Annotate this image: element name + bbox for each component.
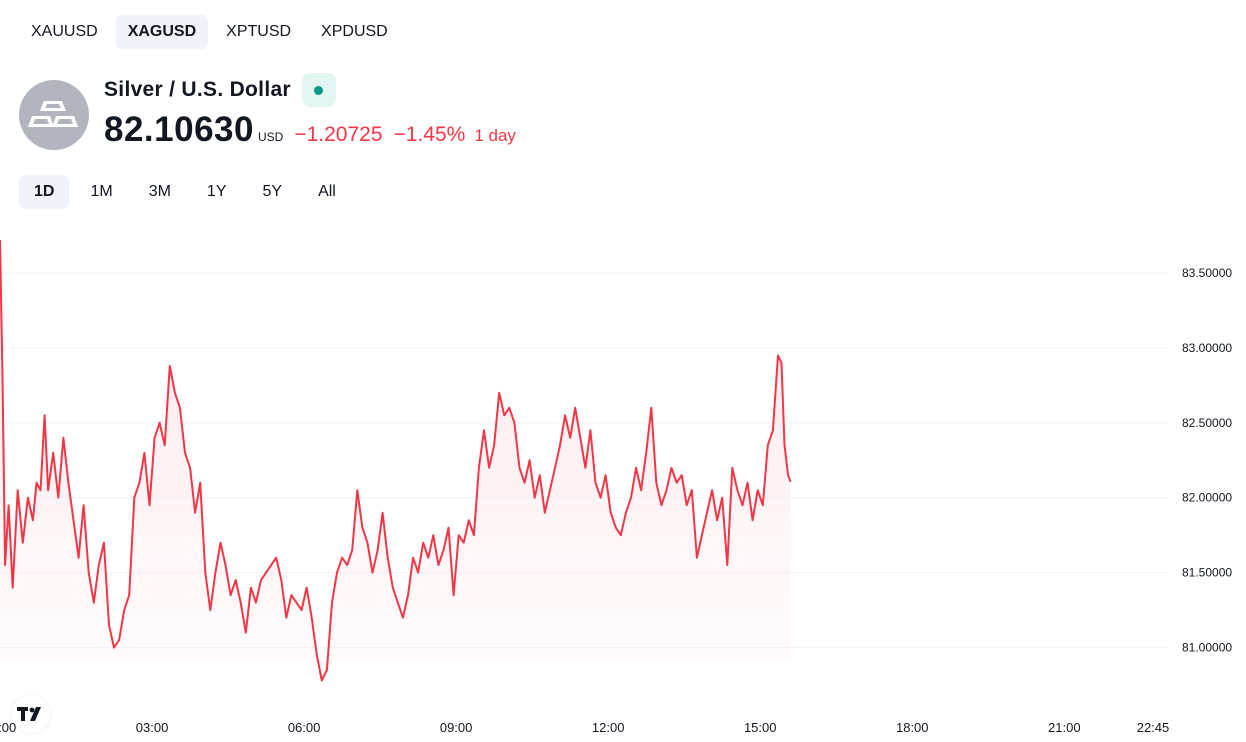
range-tab-1y[interactable]: 1Y bbox=[206, 183, 227, 200]
symbol-tab-xptusd[interactable]: XPTUSD bbox=[226, 23, 292, 40]
price-row: 82.10630 USD −1.20725 −1.45% 1 day bbox=[104, 110, 516, 150]
x-tick-label: 15:00 bbox=[744, 720, 777, 735]
range-tab-5y[interactable]: 5Y bbox=[262, 183, 283, 200]
symbol-tab-xauusd[interactable]: XAUUSD bbox=[31, 23, 98, 40]
x-tick-label: 03:00 bbox=[136, 720, 169, 735]
price-line bbox=[0, 239, 792, 682]
x-tick-label: 21:00 bbox=[1048, 720, 1081, 735]
x-tick-label: 00:00 bbox=[0, 720, 16, 735]
y-tick-label: 82.00000 bbox=[1182, 491, 1232, 505]
market-status-badge[interactable] bbox=[301, 73, 336, 107]
y-tick-label: 81.00000 bbox=[1182, 641, 1232, 655]
y-tick-label: 82.50000 bbox=[1182, 416, 1232, 430]
x-tick-label: 09:00 bbox=[440, 720, 473, 735]
y-tick-label: 83.00000 bbox=[1182, 341, 1232, 355]
range-tabs: 1D 1M 3M 1Y 5Y All bbox=[19, 175, 351, 209]
title-block: Silver / U.S. Dollar 82.10630 USD −1.207… bbox=[104, 73, 516, 150]
y-tick-label: 83.50000 bbox=[1182, 266, 1232, 280]
price-currency: USD bbox=[257, 130, 284, 144]
y-axis: 83.50000 83.00000 82.50000 82.00000 81.50000… bbox=[1182, 266, 1232, 655]
range-tab-1d[interactable]: 1D bbox=[19, 175, 70, 209]
price-change-percent: −1.45% bbox=[393, 123, 466, 146]
range-tab-all[interactable]: All bbox=[318, 183, 336, 200]
y-tick-label: 81.50000 bbox=[1182, 566, 1232, 580]
range-tab-1m[interactable]: 1M bbox=[90, 183, 113, 200]
x-axis: 00:00 03:00 06:00 09:00 12:00 15:00 18:00 21:00… bbox=[0, 720, 1169, 735]
price-change: −1.20725 bbox=[294, 123, 383, 146]
range-tab-3m[interactable]: 3M bbox=[148, 183, 171, 200]
symbol-tab-xagusd[interactable]: XAGUSD bbox=[115, 15, 209, 49]
symbol-header: Silver / U.S. Dollar 82.10630 USD −1.207… bbox=[19, 73, 516, 150]
x-tick-label: 06:00 bbox=[288, 720, 321, 735]
tradingview-logo-icon[interactable] bbox=[12, 695, 50, 733]
x-tick-label: 22:45 bbox=[1137, 720, 1170, 735]
market-open-dot-icon bbox=[314, 85, 324, 95]
x-tick-label: 18:00 bbox=[896, 720, 929, 735]
last-price: 82.10630 bbox=[104, 110, 254, 149]
symbol-tabs: XAUUSD XAGUSD XPTUSD XPDUSD bbox=[19, 15, 400, 49]
x-tick-label: 12:00 bbox=[592, 720, 625, 735]
price-area-fill bbox=[0, 240, 791, 681]
silver-bars-icon bbox=[19, 80, 89, 150]
change-period: 1 day bbox=[474, 126, 516, 145]
symbol-tab-xpdusd[interactable]: XPDUSD bbox=[321, 23, 388, 40]
price-chart[interactable]: 83.50000 83.00000 82.50000 82.00000 81.50000… bbox=[0, 230, 1246, 742]
page-title: Silver / U.S. Dollar bbox=[104, 78, 291, 101]
